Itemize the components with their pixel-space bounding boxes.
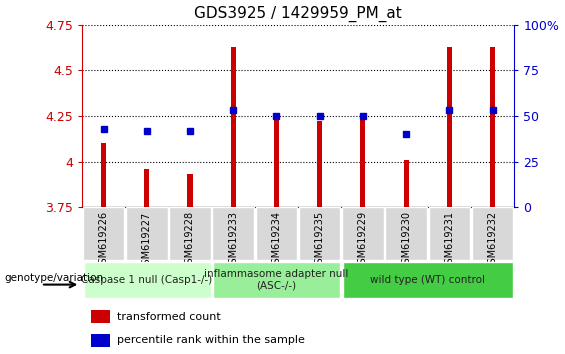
FancyBboxPatch shape [212, 207, 254, 260]
FancyBboxPatch shape [472, 207, 513, 260]
Text: percentile rank within the sample: percentile rank within the sample [116, 335, 305, 345]
Bar [231, 47, 236, 207]
Bar [447, 47, 452, 207]
Text: genotype/variation: genotype/variation [4, 273, 103, 283]
FancyBboxPatch shape [83, 207, 124, 260]
Text: inflammasome adapter null
(ASC-/-): inflammasome adapter null (ASC-/-) [204, 269, 349, 291]
Bar [144, 169, 149, 207]
Bar [403, 160, 408, 207]
Bar [90, 334, 110, 347]
Bar [90, 310, 110, 323]
FancyBboxPatch shape [126, 207, 167, 260]
FancyBboxPatch shape [299, 207, 340, 260]
Text: GSM619230: GSM619230 [401, 211, 411, 270]
Text: GSM619232: GSM619232 [488, 211, 498, 270]
Text: transformed count: transformed count [116, 312, 220, 322]
FancyBboxPatch shape [256, 207, 297, 260]
FancyBboxPatch shape [429, 207, 470, 260]
Text: Caspase 1 null (Casp1-/-): Caspase 1 null (Casp1-/-) [81, 275, 212, 285]
FancyBboxPatch shape [342, 207, 384, 260]
FancyBboxPatch shape [385, 207, 427, 260]
FancyBboxPatch shape [84, 262, 211, 298]
Title: GDS3925 / 1429959_PM_at: GDS3925 / 1429959_PM_at [194, 6, 402, 22]
Bar [101, 143, 106, 207]
Text: GSM619231: GSM619231 [444, 211, 454, 270]
FancyBboxPatch shape [214, 262, 340, 298]
Text: GSM619226: GSM619226 [98, 211, 108, 270]
FancyBboxPatch shape [343, 262, 513, 298]
Text: GSM619227: GSM619227 [142, 211, 152, 270]
Text: GSM619233: GSM619233 [228, 211, 238, 270]
Bar [360, 120, 366, 207]
Text: wild type (WT) control: wild type (WT) control [370, 275, 485, 285]
Bar [274, 116, 279, 207]
Bar [317, 121, 322, 207]
Bar [490, 47, 495, 207]
Text: GSM619234: GSM619234 [271, 211, 281, 270]
FancyBboxPatch shape [170, 207, 211, 260]
Text: GSM619235: GSM619235 [315, 211, 325, 270]
Text: GSM619228: GSM619228 [185, 211, 195, 270]
Bar [188, 174, 193, 207]
Text: GSM619229: GSM619229 [358, 211, 368, 270]
